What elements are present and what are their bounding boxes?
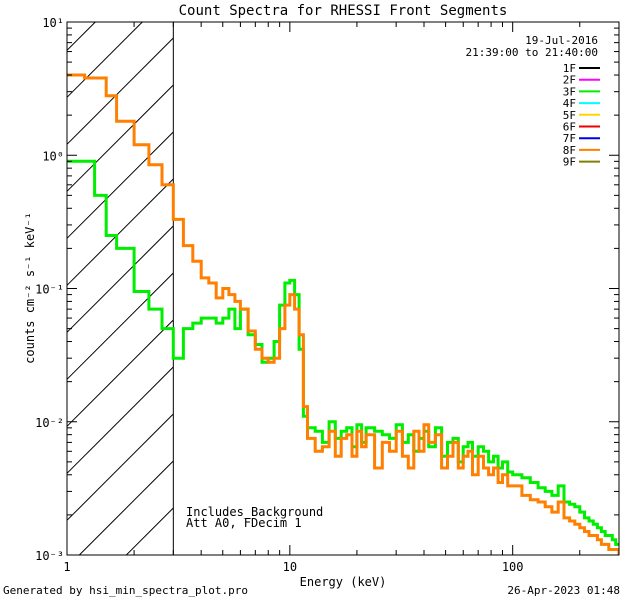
hatch-line — [66, 178, 174, 286]
excluded-region-hatch — [66, 21, 174, 556]
hatch-line — [66, 21, 96, 51]
hatch-line — [125, 507, 174, 556]
series-8F-line — [67, 73, 619, 555]
chart-title: Count Spectra for RHESSI Front Segments — [179, 3, 508, 19]
legend-label-5F: 5F — [563, 109, 576, 122]
x-tick-label: 1 — [63, 560, 70, 574]
hatch-line — [66, 225, 174, 333]
x-axis-label: Energy (keV) — [300, 575, 387, 589]
hatch-line — [66, 366, 174, 474]
hatch-line — [66, 413, 174, 521]
legend-label-1F: 1F — [563, 62, 576, 75]
annotation-background: Includes_Background — [186, 505, 323, 519]
legend-label-8F: 8F — [563, 144, 576, 157]
hatch-line — [78, 460, 174, 556]
legend-label-3F: 3F — [563, 85, 576, 98]
x-axis-tick-labels: 1 10 100 — [63, 560, 523, 574]
hatch-line — [66, 37, 174, 145]
hatch-line — [66, 272, 174, 380]
legend-label-9F: 9F — [563, 156, 576, 169]
y-axis-ticks — [67, 21, 619, 556]
y-tick-label: 10⁻¹ — [35, 283, 64, 297]
legend-date: 19-Jul-2016 — [525, 34, 598, 47]
x-axis-ticks — [66, 22, 620, 555]
series-3F-line — [67, 159, 619, 546]
y-tick-label: 10⁻² — [35, 416, 64, 430]
hatch-line — [66, 21, 143, 98]
hatch-line — [66, 319, 174, 427]
y-axis-label: counts cm⁻² s⁻¹ keV⁻¹ — [23, 212, 37, 364]
y-axis-tick-labels: 10⁻³ 10⁻² 10⁻¹ 10⁰ 10¹ — [35, 16, 64, 563]
y-tick-label: 10¹ — [42, 16, 64, 30]
y-tick-label: 10⁰ — [42, 149, 64, 163]
y-tick-label: 10⁻³ — [35, 549, 64, 563]
series-group — [67, 73, 619, 555]
plot-frame — [66, 21, 620, 556]
legend-label-2F: 2F — [563, 74, 576, 87]
footer-generated-by: Generated by hsi_min_spectra_plot.pro — [3, 584, 248, 597]
x-tick-label: 10 — [283, 560, 297, 574]
annotation-attenuator: Att A0, FDecim 1 — [186, 516, 302, 530]
hatch-line — [66, 84, 174, 192]
legend-time-range: 21:39:00 to 21:40:00 — [466, 46, 598, 59]
legend-label-4F: 4F — [563, 97, 576, 110]
x-tick-label: 100 — [502, 560, 524, 574]
legend-label-6F: 6F — [563, 121, 576, 134]
hatch-line — [66, 131, 174, 239]
footer-timestamp: 26-Apr-2023 01:48 — [507, 584, 620, 597]
legend-label-7F: 7F — [563, 132, 576, 145]
